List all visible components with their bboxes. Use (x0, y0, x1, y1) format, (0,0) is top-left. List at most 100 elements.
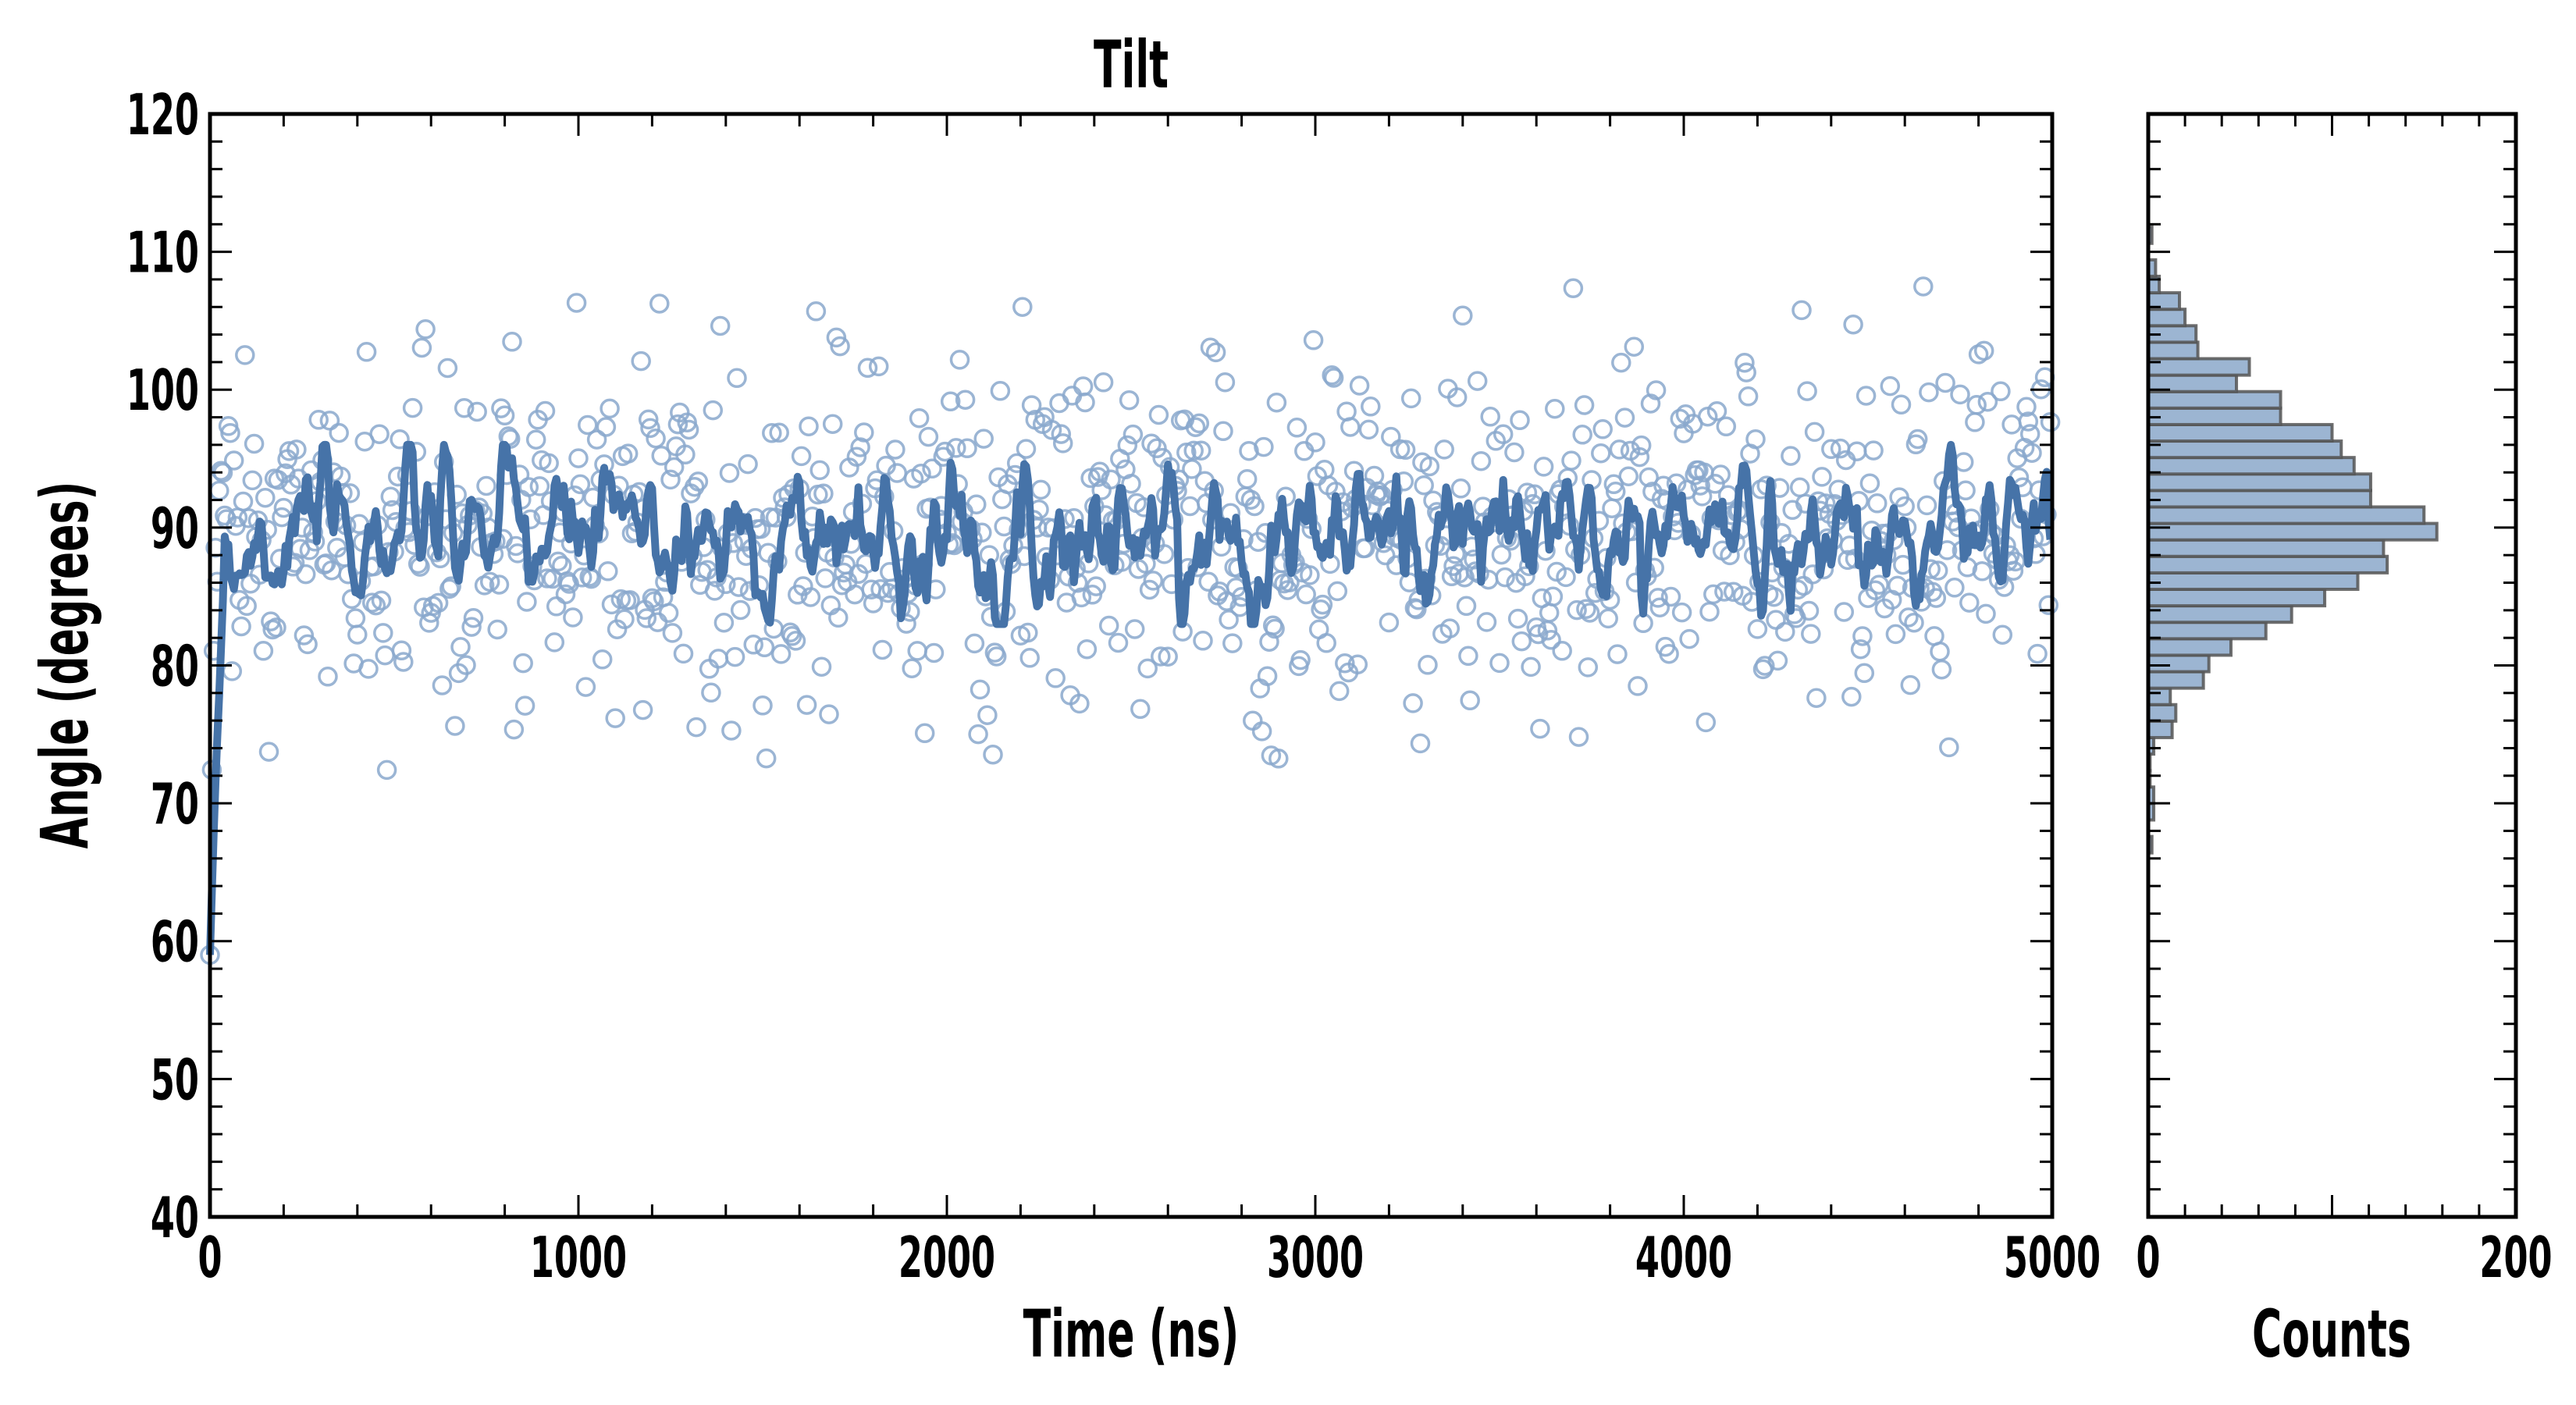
scatter-point (1012, 297, 1033, 317)
scatter-point (769, 422, 789, 443)
scatter-point (822, 414, 843, 434)
scatter-point (1775, 621, 1795, 642)
scatter-point (830, 336, 850, 357)
scatter-point (494, 405, 515, 426)
histogram-bar (2147, 719, 2174, 739)
scatter-point (1361, 397, 1381, 417)
scatter-point (1257, 666, 1278, 686)
scatter-point (1244, 496, 1265, 517)
scatter-point (1349, 375, 1370, 396)
scatter-point (1867, 493, 1888, 514)
x-axis-label: Time (ns) (1023, 1297, 1240, 1372)
scatter-point (445, 716, 465, 736)
scatter-point (1051, 424, 1072, 444)
scatter-point (487, 619, 507, 640)
hist-x-tick-label: 0 (2136, 1225, 2160, 1291)
scatter-point (390, 429, 410, 450)
scatter-point (1251, 721, 1272, 742)
scatter-point (375, 645, 395, 666)
scatter-point (813, 483, 834, 504)
scatter-point (1358, 419, 1379, 440)
scatter-point (596, 417, 617, 437)
scatter-point (1841, 686, 1862, 707)
y-axis-label: Angle (degrees) (27, 482, 103, 849)
scatter-point (1572, 425, 1592, 445)
scatter-point (1530, 718, 1550, 739)
scatter-point (1254, 436, 1274, 457)
scatter-point (907, 641, 927, 661)
scatter-point (811, 656, 832, 677)
scatter-point (1193, 631, 1213, 651)
scatter-point (918, 426, 939, 447)
scatter-point (1670, 408, 1691, 429)
scatter-point (1821, 439, 1841, 460)
scatter-point (1137, 658, 1158, 679)
scatter-point (1124, 619, 1145, 639)
scatter-point (1418, 655, 1438, 675)
scatter-point (968, 724, 988, 745)
scatter-point (1793, 575, 1814, 596)
scatter-point (730, 599, 751, 621)
scatter-point (1148, 404, 1169, 425)
scatter-point (1567, 599, 1587, 621)
scatter-point (719, 463, 740, 483)
scatter-point (294, 625, 315, 646)
scatter-point (1965, 412, 1985, 432)
scatter-point (770, 644, 792, 664)
scatter-point (1395, 439, 1416, 461)
scatter-point (857, 357, 878, 379)
scatter-point (1354, 538, 1375, 559)
y-tick-label: 40 (151, 1186, 199, 1251)
scatter-point (738, 454, 758, 475)
scatter-point (1618, 466, 1638, 486)
scatter-point (914, 723, 935, 744)
scatter-point (678, 419, 699, 440)
scatter-point (242, 470, 263, 491)
scatter-point (708, 649, 729, 669)
scatter-point (1510, 410, 1530, 431)
scatter-point (1215, 372, 1236, 393)
scatter-point (566, 293, 587, 313)
scatter-point (347, 624, 368, 645)
scatter-point (244, 433, 265, 454)
scatter-point (1265, 618, 1285, 639)
scatter-point (1939, 737, 1959, 758)
scatter-point (439, 578, 460, 599)
scatter-point (1322, 365, 1342, 386)
scatter-point (489, 574, 510, 595)
histogram-bar (2147, 521, 2439, 542)
scatter-point (518, 477, 539, 497)
scatter-point (1030, 479, 1051, 500)
scatter-point (2038, 595, 2059, 615)
scatter-point (1086, 576, 1106, 596)
scatter-point (1561, 450, 1582, 471)
scatter-point (1419, 456, 1440, 477)
scatter-point (1991, 381, 2011, 402)
histogram-bar (2147, 588, 2327, 608)
scatter-point (358, 659, 379, 679)
scatter-point (1205, 342, 1226, 363)
scatter-point (649, 293, 670, 314)
scatter-point (701, 682, 721, 703)
scatter-point (1834, 602, 1855, 622)
scatter-point (461, 617, 482, 637)
scatter-point (977, 705, 998, 725)
histogram-bar (2147, 422, 2334, 443)
scatter-point (1460, 690, 1480, 711)
scatter-point (220, 422, 240, 443)
scatter-point (586, 429, 607, 450)
histogram-bar (2147, 357, 2251, 377)
scatter-point (1016, 439, 1037, 459)
scatter-point (1856, 386, 1877, 406)
main-plot-frame (208, 112, 2055, 1219)
scatter-point (514, 695, 535, 716)
scatter-point (525, 429, 546, 450)
scatter-point (223, 450, 244, 471)
scatter-point (970, 679, 991, 700)
scatter-point (1381, 426, 1401, 447)
scatter-point (990, 381, 1011, 401)
scatter-point (1930, 641, 1950, 662)
scatter-point (1607, 644, 1628, 664)
scatter-point (1018, 622, 1038, 643)
scatter-point (1123, 424, 1144, 445)
